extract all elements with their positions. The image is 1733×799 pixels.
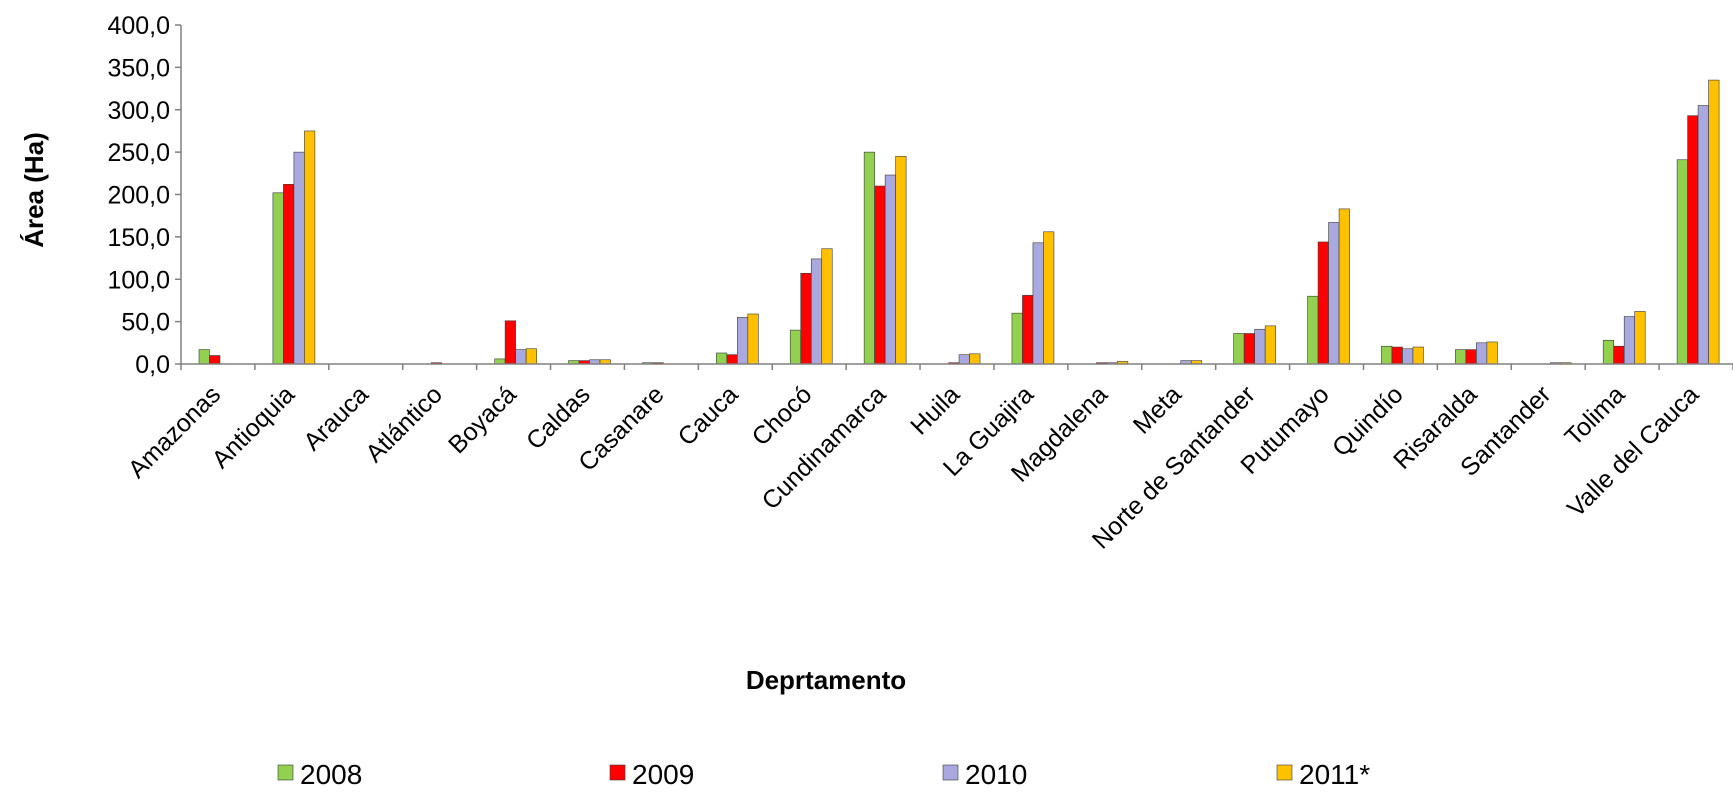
bar-2008-4 (494, 358, 506, 365)
legend-label: 2011* (1299, 759, 1370, 790)
bar-2008-8 (789, 329, 802, 365)
bar-2009-14 (1243, 333, 1255, 365)
bar-2011-9 (895, 156, 907, 365)
bar-2008-16 (1381, 345, 1393, 365)
bar-2010-17 (1476, 342, 1488, 365)
x-tick-label: Tolima (1559, 380, 1630, 451)
bar-2009-1 (283, 184, 295, 365)
x-tick-label: Amazonas (123, 380, 226, 483)
bar-2011-7 (747, 313, 759, 365)
x-tick-label: Huila (905, 380, 965, 440)
bar-2008-20 (1676, 159, 1688, 365)
bar-2010-4 (515, 349, 527, 365)
x-tick-label: Caldas (521, 380, 596, 455)
bar-2008-19 (1602, 339, 1614, 365)
y-axis-title: Área (Ha) (19, 132, 49, 248)
legend-swatch (277, 764, 294, 781)
y-tick-label: 100,0 (107, 266, 170, 294)
bar-2011-1 (304, 130, 316, 365)
bar-2008-9 (863, 151, 875, 365)
bar-2010-10 (958, 354, 970, 365)
bar-2011-4 (525, 348, 537, 365)
legend-swatch (609, 764, 626, 781)
bar-2010-20 (1697, 105, 1709, 365)
bar-2008-7 (716, 352, 728, 365)
y-tick-label: 250,0 (107, 139, 170, 167)
bar-2011-15 (1338, 208, 1350, 365)
bar-2008-11 (1011, 312, 1023, 365)
x-tick-label: Valle del Cauca (1562, 380, 1704, 522)
bar-2009-7 (726, 354, 738, 365)
bar-2010-19 (1623, 316, 1635, 365)
bar-2009-16 (1391, 346, 1403, 365)
x-tick-label: Atlántico (360, 380, 448, 468)
bar-2010-8 (810, 258, 823, 365)
y-tick-label: 150,0 (107, 224, 170, 252)
y-tick-label: 50,0 (121, 309, 170, 337)
bar-2008-1 (272, 192, 284, 365)
legend: 2008 2009 2010 2011* (277, 759, 1370, 790)
bar-2011-11 (1043, 231, 1055, 365)
bar-2010-9 (884, 174, 896, 365)
x-tick-label: Antioquia (207, 380, 301, 474)
x-tick-label: Chocó (747, 380, 818, 451)
x-tick-label: Boyacá (443, 380, 522, 459)
bar-2009-8 (800, 273, 812, 365)
x-tick-label: Cauca (673, 380, 744, 451)
bar-2011-8 (821, 248, 833, 365)
legend-label: 2009 (632, 759, 694, 790)
bar-2009-20 (1687, 115, 1699, 365)
bar-2011-14 (1264, 325, 1276, 365)
bar-2009-19 (1613, 345, 1625, 365)
bar-2010-15 (1328, 222, 1340, 365)
legend-swatch (942, 764, 959, 781)
y-tick-label: 300,0 (107, 97, 170, 125)
bar-2011-17 (1486, 341, 1498, 365)
bar-2009-0 (209, 355, 221, 365)
y-axis: 0,0 50,0 100,0 150,0 200,0 250,0 300,0 350,0 400… (107, 12, 182, 379)
bar-2009-4 (504, 320, 516, 365)
legend-label: 2010 (965, 759, 1027, 790)
y-tick-label: 200,0 (107, 182, 170, 210)
legend-label: 2008 (300, 759, 362, 790)
bar-2008-17 (1455, 349, 1467, 365)
bar-2010-1 (293, 151, 305, 365)
bar-2008-14 (1233, 333, 1245, 365)
bar-2010-14 (1254, 328, 1266, 365)
bar-2009-17 (1465, 349, 1477, 365)
bar-2009-11 (1022, 295, 1034, 365)
bar-2010-16 (1402, 348, 1414, 365)
y-tick-label: 350,0 (107, 54, 170, 82)
bar-2008-15 (1307, 295, 1319, 365)
bar-2008-0 (198, 349, 210, 365)
y-tick-label: 0,0 (135, 351, 170, 379)
bar-2011-19 (1634, 311, 1646, 365)
bar-2011-16 (1412, 346, 1424, 365)
bar-2010-7 (737, 317, 749, 365)
y-tick-label: 400,0 (107, 12, 170, 40)
bar-2011-10 (969, 353, 981, 365)
x-tick-label: Meta (1128, 380, 1187, 439)
bars (198, 79, 1720, 365)
x-axis-title: Deprtamento (746, 665, 906, 695)
bar-2009-9 (874, 185, 886, 365)
bar-2011-20 (1708, 79, 1720, 365)
bar-2010-11 (1032, 242, 1044, 365)
bar-2009-15 (1317, 241, 1329, 365)
legend-swatch (1276, 764, 1293, 781)
